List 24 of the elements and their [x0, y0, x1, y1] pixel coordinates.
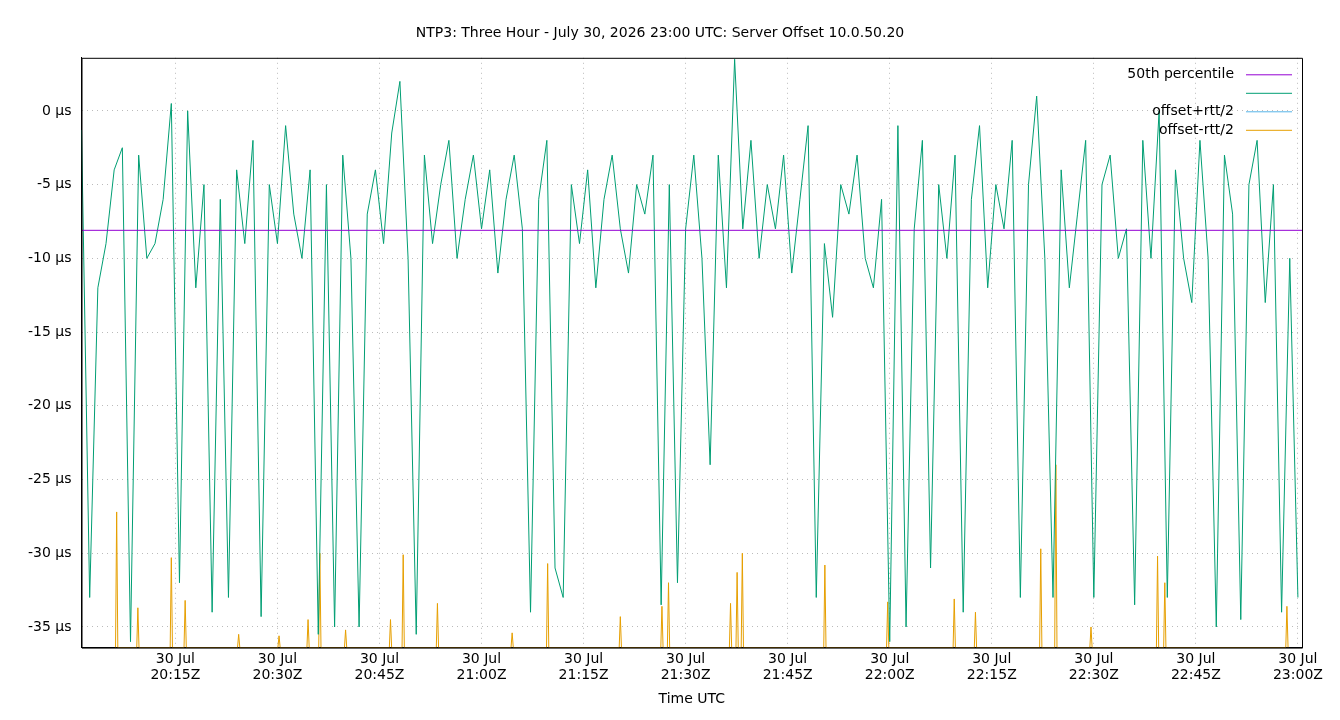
- x-axis-title: Time UTC: [657, 690, 726, 707]
- x-tick-label: 30 Jul 20:45Z: [354, 649, 405, 683]
- y-tick-label: -10 µs: [27, 248, 72, 265]
- x-tick-label: 30 Jul 20:30Z: [252, 649, 303, 683]
- x-tick-label: 30 Jul 21:45Z: [762, 649, 813, 683]
- x-tick-label: 30 Jul 22:30Z: [1068, 649, 1119, 683]
- x-tick-label: 30 Jul 21:00Z: [456, 649, 507, 683]
- x-tick-label: 30 Jul 21:30Z: [660, 649, 711, 683]
- y-tick-label: 0 µs: [41, 101, 72, 118]
- x-tick-label: 30 Jul 20:15Z: [150, 649, 201, 683]
- x-tick-label: 30 Jul 22:45Z: [1170, 649, 1221, 683]
- x-tick-label: 30 Jul 23:00Z: [1272, 649, 1323, 683]
- y-tick-label: -15 µs: [27, 322, 72, 339]
- y-tick-label: -5 µs: [36, 175, 72, 192]
- y-tick-label: -20 µs: [27, 396, 72, 413]
- x-tick-label: 30 Jul 22:00Z: [864, 649, 915, 683]
- x-tick-label: 30 Jul 22:15Z: [966, 649, 1017, 683]
- legend-label: 50th percentile: [1127, 65, 1234, 82]
- legend-label: offset+rtt/2: [1152, 102, 1234, 119]
- y-tick-label: -25 µs: [27, 470, 72, 487]
- y-tick-label: -30 µs: [27, 543, 72, 560]
- y-tick-label: -35 µs: [27, 617, 72, 634]
- chart-title: NTP3: Three Hour - July 30, 2026 23:00 UTC: Server Offset 10.0.50.20: [415, 24, 905, 41]
- x-tick-label: 30 Jul 21:15Z: [558, 649, 609, 683]
